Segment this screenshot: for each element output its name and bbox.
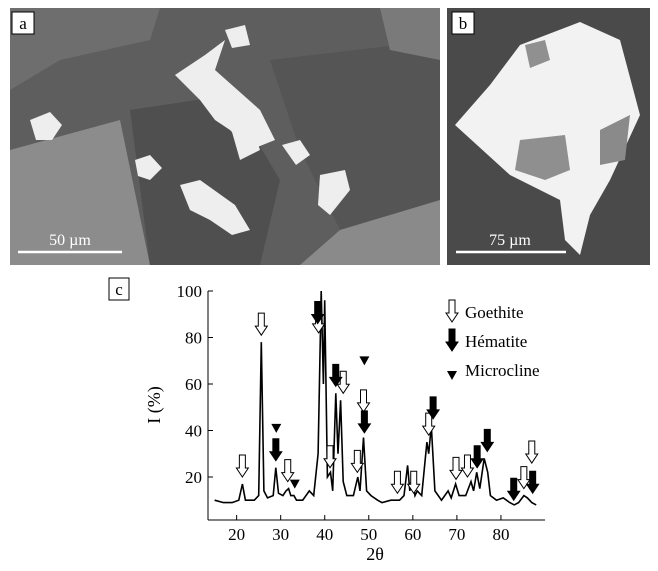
legend-label: Goethite (465, 303, 524, 322)
legend-label: Hématite (465, 332, 527, 351)
peak-marker (449, 456, 463, 481)
peak-marker (426, 396, 441, 420)
x-tick-label: 30 (272, 525, 289, 544)
panel-label: b (459, 14, 468, 33)
y-tick-label: 40 (185, 421, 202, 440)
peak-marker (406, 470, 421, 495)
panel-label: a (19, 14, 27, 33)
peak-marker (524, 440, 539, 464)
legend-symbol (447, 371, 457, 380)
peak-marker (289, 479, 300, 489)
x-tick-label: 70 (448, 525, 465, 544)
peak-marker (390, 470, 405, 495)
scale-label: 75 µm (489, 232, 531, 249)
peak-marker (268, 438, 283, 462)
x-tick-label: 50 (360, 525, 377, 544)
peak-marker (235, 454, 250, 478)
x-tick-label: 20 (228, 525, 245, 544)
peak-marker (356, 389, 371, 413)
peak-marker (525, 470, 540, 495)
peak-marker (336, 370, 351, 395)
x-tick-label: 80 (492, 525, 509, 544)
y-tick-label: 100 (177, 282, 203, 301)
y-axis-label: I (%) (144, 386, 165, 423)
peak-marker (460, 454, 475, 478)
y-tick-label: 20 (185, 468, 202, 487)
legend-symbol (445, 328, 459, 352)
peak-marker (359, 356, 370, 366)
x-axis-label: 2θ (366, 544, 384, 564)
panel-label: c (115, 280, 123, 299)
micrograph-b: 75 µm b (447, 8, 650, 265)
y-tick-label: 80 (185, 328, 202, 347)
x-tick-label: 60 (404, 525, 421, 544)
pattern-line (214, 290, 537, 506)
legend-label: Microcline (465, 361, 540, 380)
peak-marker (323, 445, 337, 469)
x-tick-label: 40 (316, 525, 333, 544)
peak-marker (357, 410, 372, 434)
peak-marker (254, 312, 269, 337)
panel-label-box (108, 277, 130, 301)
peak-marker (350, 449, 365, 474)
scale-label: 50 µm (49, 232, 91, 249)
peak-marker (280, 459, 295, 483)
y-tick-label: 60 (185, 375, 202, 394)
peak-marker (480, 428, 495, 453)
peak-marker (470, 445, 485, 469)
peak-marker (506, 477, 521, 502)
peak-marker (328, 363, 343, 388)
peak-marker (310, 301, 325, 325)
peak-marker (271, 423, 282, 433)
micrograph-a: 50 µm a (10, 8, 440, 265)
legend-symbol (445, 299, 459, 323)
